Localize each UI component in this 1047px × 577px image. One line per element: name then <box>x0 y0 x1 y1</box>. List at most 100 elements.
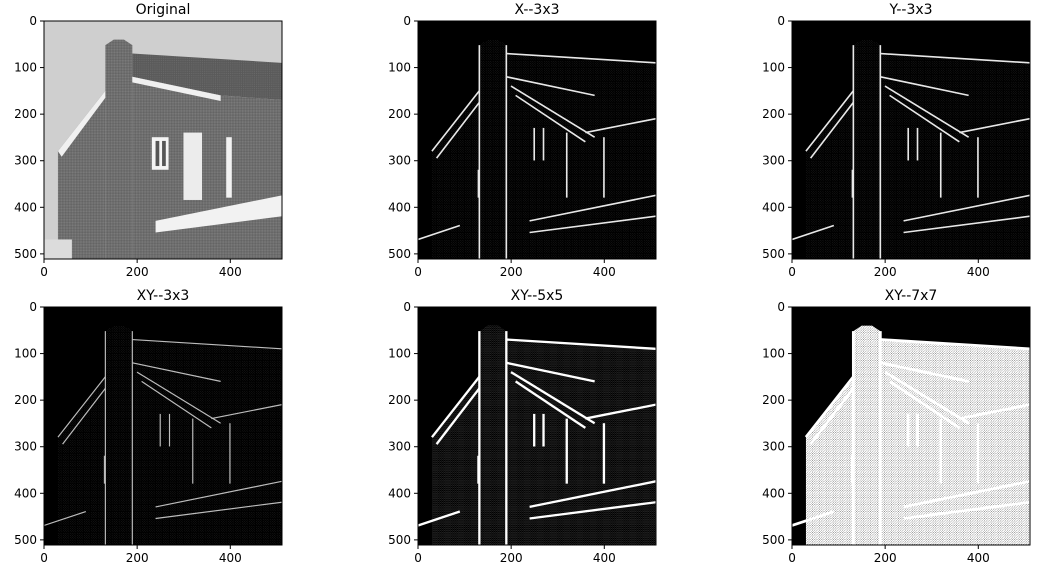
y-tick-label: 400 <box>14 486 37 500</box>
x-tick-label: 400 <box>219 551 242 565</box>
edge-line <box>418 224 461 241</box>
image-content-0 <box>44 21 282 259</box>
y-tick-label: 100 <box>388 61 411 75</box>
edge-line <box>506 52 656 64</box>
x-tick-label: 400 <box>593 551 616 565</box>
y-tick-label: 400 <box>388 486 411 500</box>
x-tick-label: 0 <box>788 551 796 565</box>
axes-frame <box>417 20 657 260</box>
x-tick-label: 0 <box>414 265 422 279</box>
y-tick-label: 0 <box>403 14 411 28</box>
edge-line <box>809 101 855 159</box>
window-pane <box>162 140 166 167</box>
edge-line <box>44 510 87 527</box>
edge-line <box>888 380 961 430</box>
edge-line <box>903 215 1030 234</box>
x-tick-label: 400 <box>219 265 242 279</box>
edge-line <box>880 361 969 383</box>
edge-line <box>155 501 282 520</box>
edge-line <box>435 387 481 445</box>
y-tick-label: 300 <box>388 440 411 454</box>
edge-line <box>514 380 586 429</box>
left-eave <box>44 239 72 259</box>
x-tick-label: 400 <box>967 551 990 565</box>
edge-line <box>889 94 960 143</box>
image-content-2 <box>792 21 1030 259</box>
edge-line <box>510 371 596 425</box>
subplot-2: Y--3x3 0 200 400 0 100 200 300 400 500 <box>762 2 1031 279</box>
subplot-title: XY--5x5 <box>511 288 564 304</box>
subplot-title: Original <box>136 2 191 18</box>
y-tick-label: 300 <box>14 154 37 168</box>
y-tick-label: 100 <box>388 347 411 361</box>
y-tick-label: 100 <box>14 61 37 75</box>
axes-frame <box>417 306 657 546</box>
subplot-3: XY--3x3 0 200 400 0 100 200 300 400 500 <box>14 288 283 565</box>
lower-eave <box>155 195 282 233</box>
edge-line <box>903 194 1030 222</box>
edge-line <box>884 85 970 138</box>
axes-frame <box>43 306 283 546</box>
y-tick-label: 200 <box>388 393 411 407</box>
axes-frame <box>791 306 1031 546</box>
x-tick-label: 200 <box>500 551 523 565</box>
y-tick-label: 300 <box>388 154 411 168</box>
y-tick-label: 100 <box>762 61 785 75</box>
subplot-4: XY--5x5 0 200 400 0 100 200 300 400 500 <box>388 288 657 565</box>
y-tick-label: 300 <box>762 440 785 454</box>
image-content-4 <box>418 307 656 545</box>
edge-line <box>884 370 970 425</box>
roof <box>132 53 282 101</box>
gable-wall <box>57 90 106 259</box>
gable-trim <box>57 90 106 157</box>
downpipe <box>226 137 232 198</box>
chimney <box>105 39 133 259</box>
x-tick-label: 0 <box>40 265 48 279</box>
edge-line <box>529 480 656 509</box>
x-tick-label: 0 <box>40 551 48 565</box>
y-tick-label: 500 <box>388 247 411 261</box>
subplot-title: Y--3x3 <box>888 2 932 18</box>
y-tick-label: 500 <box>388 533 411 547</box>
y-tick-label: 0 <box>777 300 785 314</box>
subplot-title: XY--3x3 <box>137 288 190 304</box>
subplot-0: Original 0 200 400 0 100 200 300 400 500 <box>14 2 283 279</box>
edge-line <box>132 362 221 382</box>
edge-line <box>132 338 282 350</box>
y-tick-label: 0 <box>403 300 411 314</box>
edge-line <box>141 380 212 429</box>
y-tick-label: 0 <box>29 14 37 28</box>
y-tick-label: 500 <box>762 247 785 261</box>
edge-line <box>880 75 969 97</box>
axes-frame <box>791 20 1031 260</box>
y-tick-label: 100 <box>762 347 785 361</box>
edge-line <box>585 403 656 420</box>
subplot-5: XY--7x7 0 200 400 0 100 200 300 400 500 <box>762 288 1031 565</box>
edge-line <box>959 117 1030 134</box>
image-content-1 <box>418 21 656 259</box>
y-tick-label: 500 <box>14 533 37 547</box>
x-tick-label: 200 <box>874 551 897 565</box>
x-tick-label: 200 <box>126 551 149 565</box>
y-tick-label: 500 <box>762 533 785 547</box>
y-tick-label: 400 <box>762 486 785 500</box>
edge-line <box>792 224 835 241</box>
edge-line <box>805 90 854 152</box>
image-content-3 <box>44 307 282 545</box>
y-tick-label: 300 <box>14 440 37 454</box>
y-tick-label: 200 <box>14 393 37 407</box>
edge-line <box>903 500 1030 520</box>
edge-line <box>431 376 481 438</box>
edge-line <box>903 479 1030 509</box>
edge-line <box>431 90 480 152</box>
edge-line <box>506 75 595 97</box>
x-tick-label: 400 <box>593 265 616 279</box>
edge-line <box>880 338 1030 351</box>
edge-line <box>155 480 282 508</box>
y-tick-label: 200 <box>762 393 785 407</box>
image-content-5 <box>792 307 1030 545</box>
window <box>151 137 169 170</box>
edge-line <box>418 510 461 527</box>
x-tick-label: 200 <box>500 265 523 279</box>
